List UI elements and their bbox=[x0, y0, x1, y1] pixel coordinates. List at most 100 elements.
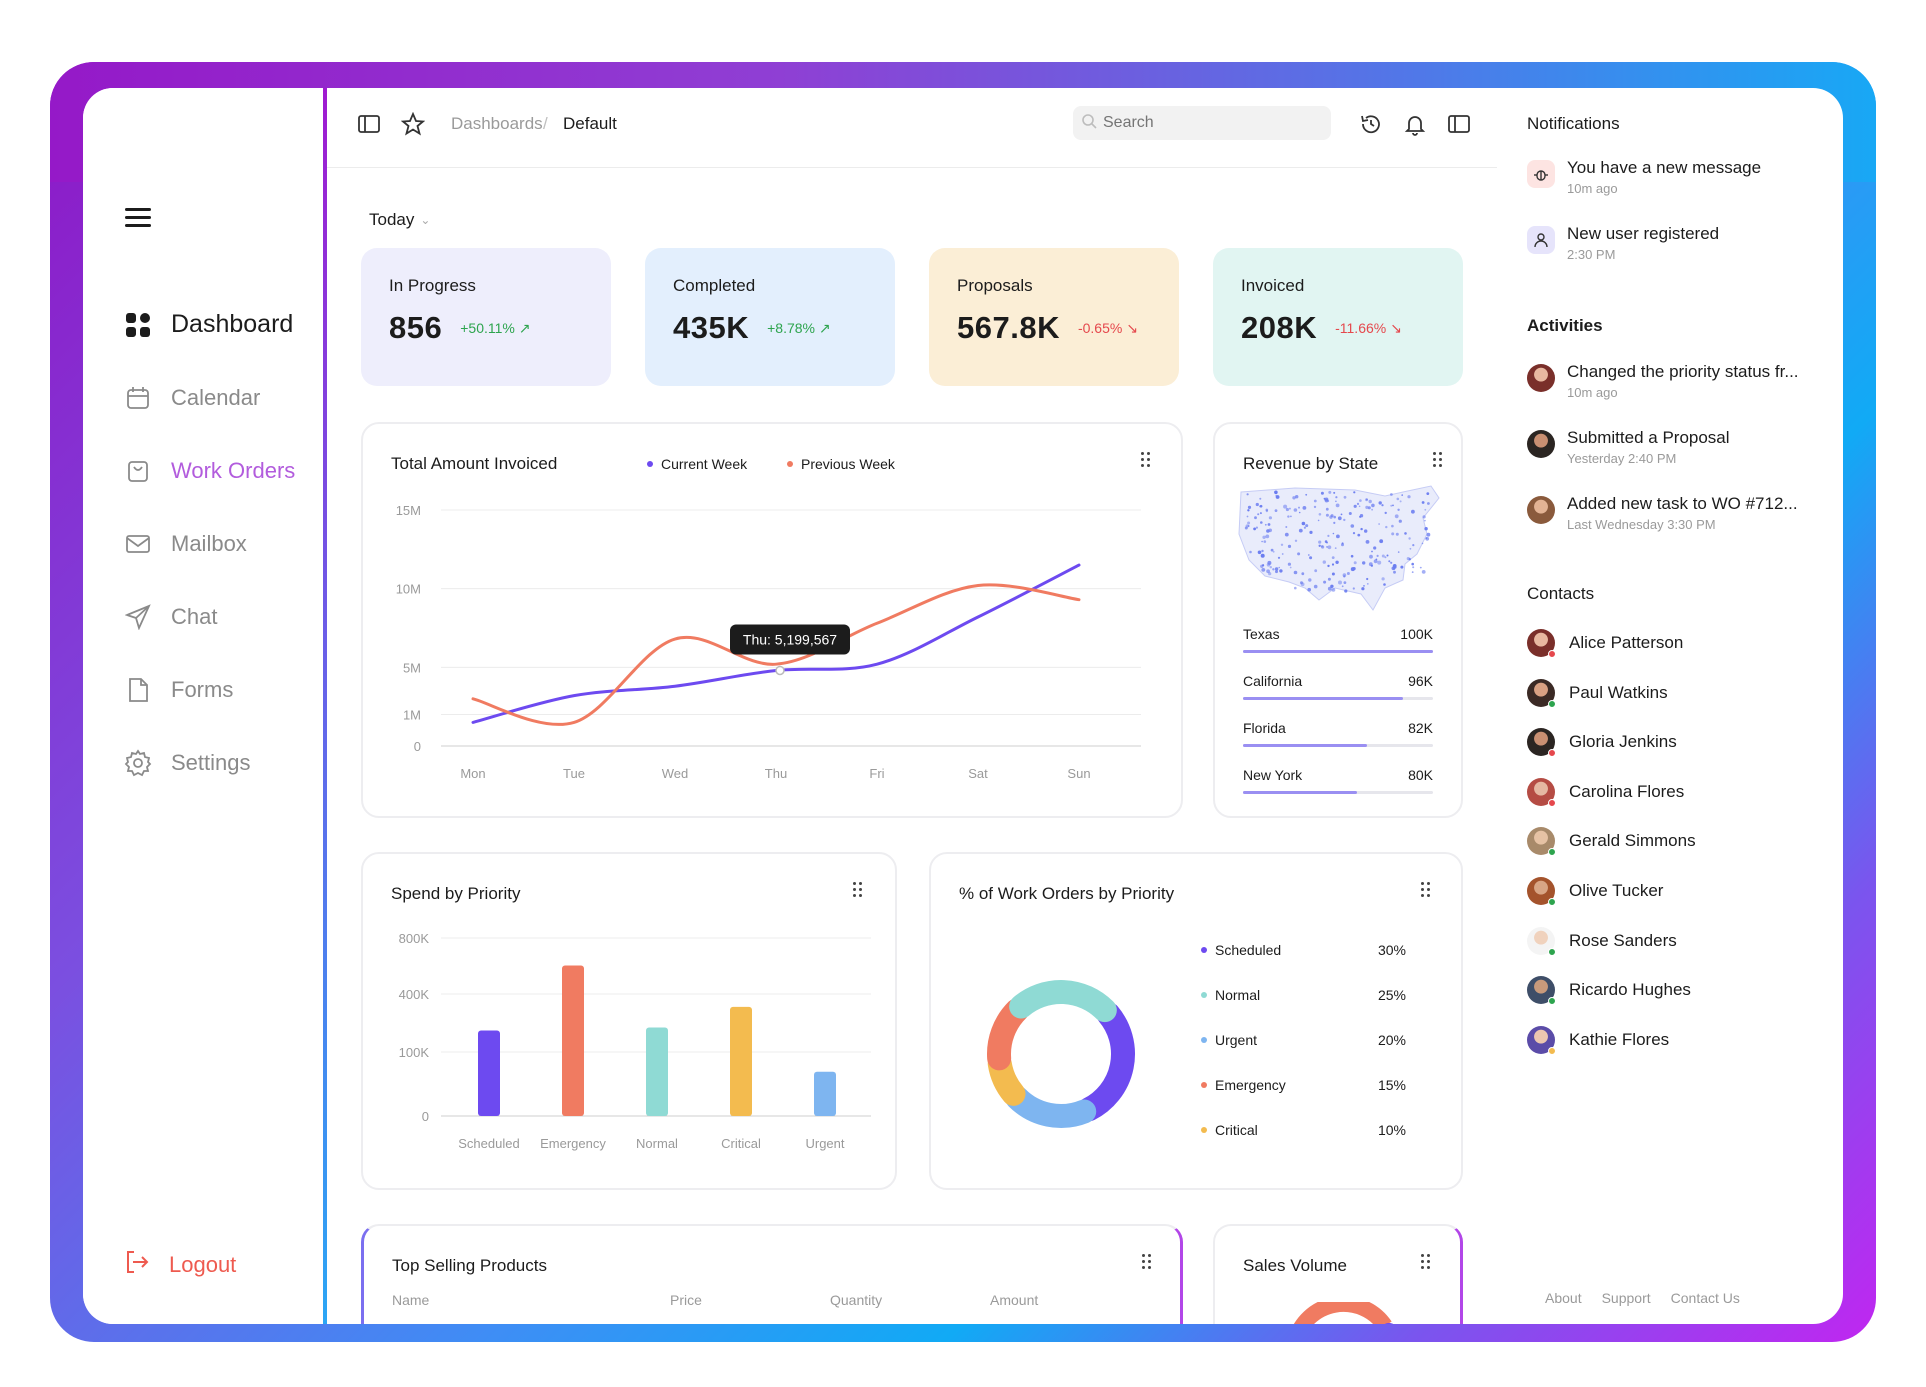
contact-item[interactable]: Carolina Flores bbox=[1527, 777, 1827, 807]
legend-previous-week[interactable]: Previous Week bbox=[787, 456, 895, 472]
sidebar-item-chat[interactable]: Chat bbox=[123, 580, 295, 653]
star-icon[interactable] bbox=[400, 111, 427, 138]
map-dot bbox=[1359, 499, 1362, 502]
map-dot bbox=[1343, 575, 1346, 578]
donut-legend-urgent[interactable]: Urgent 20% bbox=[1201, 1032, 1406, 1052]
search-input[interactable] bbox=[1103, 114, 1303, 132]
history-icon[interactable] bbox=[1359, 112, 1385, 138]
map-dot bbox=[1325, 507, 1329, 511]
map-dot bbox=[1375, 558, 1378, 561]
contact-item[interactable]: Paul Watkins bbox=[1527, 678, 1827, 708]
y-tick-label: 1M bbox=[403, 708, 421, 723]
map-dot bbox=[1426, 532, 1431, 537]
map-dot bbox=[1366, 498, 1368, 501]
breadcrumb-parent[interactable]: Dashboards bbox=[451, 114, 543, 133]
avatar bbox=[1527, 877, 1556, 906]
kpi-card-proposals[interactable]: Proposals 567.8K -0.65% ↘ bbox=[929, 248, 1179, 386]
kpi-card-invoiced[interactable]: Invoiced 208K -11.66% ↘ bbox=[1213, 248, 1463, 386]
legend-label: Scheduled bbox=[1215, 942, 1282, 958]
column-header-quantity[interactable]: Quantity bbox=[830, 1292, 883, 1308]
kpi-card-completed[interactable]: Completed 435K +8.78% ↗ bbox=[645, 248, 895, 386]
footer-about-link[interactable]: About bbox=[1545, 1290, 1582, 1306]
contact-name: Paul Watkins bbox=[1569, 682, 1668, 702]
kpi-value: 435K bbox=[673, 310, 750, 345]
work-orders-icon bbox=[123, 456, 153, 486]
status-dot bbox=[1548, 947, 1556, 956]
map-dot bbox=[1287, 544, 1292, 548]
sidebar-item-settings[interactable]: Settings bbox=[123, 726, 295, 799]
state-value: 96K bbox=[1408, 673, 1433, 689]
footer-support-link[interactable]: Support bbox=[1601, 1290, 1651, 1306]
column-header-name[interactable]: Name bbox=[392, 1292, 430, 1308]
sidebar-item-mailbox[interactable]: Mailbox bbox=[123, 507, 295, 580]
panel-toggle-icon[interactable] bbox=[1447, 112, 1473, 138]
column-header-price[interactable]: Price bbox=[670, 1292, 702, 1308]
avatar bbox=[1527, 728, 1556, 758]
search-box[interactable] bbox=[1073, 106, 1331, 140]
legend-current-week[interactable]: Current Week bbox=[647, 456, 747, 472]
sidebar-item-dashboard[interactable]: Dashboard bbox=[123, 288, 295, 361]
more-options-icon[interactable] bbox=[853, 882, 865, 900]
map-dot bbox=[1294, 586, 1297, 590]
map-dot bbox=[1407, 495, 1411, 499]
sidebar-nav: Dashboard Calendar Work Orders Mailbox bbox=[123, 288, 295, 799]
donut-legend-normal[interactable]: Normal 25% bbox=[1201, 987, 1406, 1007]
status-dot bbox=[1548, 798, 1556, 807]
map-dot bbox=[1368, 562, 1373, 567]
donut-legend-scheduled[interactable]: Scheduled 30% bbox=[1201, 942, 1406, 962]
donut-legend-critical[interactable]: Critical 10% bbox=[1201, 1122, 1406, 1142]
notifications-title: Notifications bbox=[1527, 114, 1620, 133]
sidebar-item-forms[interactable]: Forms bbox=[123, 653, 295, 726]
state-name: New York bbox=[1243, 767, 1303, 783]
contact-item[interactable]: Ricardo Hughes bbox=[1527, 975, 1827, 1006]
x-tick-label: Critical bbox=[721, 1136, 761, 1151]
state-name: Florida bbox=[1243, 720, 1286, 736]
map-dot bbox=[1267, 560, 1272, 565]
map-dot bbox=[1261, 568, 1266, 572]
contact-name: Ricardo Hughes bbox=[1569, 980, 1691, 1000]
column-header-amount[interactable]: Amount bbox=[990, 1292, 1039, 1308]
more-options-icon[interactable] bbox=[1142, 1254, 1154, 1272]
hamburger-menu-icon[interactable] bbox=[125, 208, 151, 230]
more-options-icon[interactable] bbox=[1421, 882, 1433, 900]
kpi-card-in-progress[interactable]: In Progress 856 +50.11% ↗ bbox=[361, 248, 611, 386]
map-dot bbox=[1385, 525, 1388, 529]
spend-by-priority-card: Spend by Priority 800K 400K 100K 0 Scheduled… bbox=[361, 852, 897, 1190]
x-tick-label: Normal bbox=[636, 1136, 678, 1151]
contact-item[interactable]: Olive Tucker bbox=[1527, 876, 1827, 906]
more-options-icon[interactable] bbox=[1421, 1254, 1433, 1272]
contact-item[interactable]: Gerald Simmons bbox=[1527, 826, 1827, 857]
legend-label: Emergency bbox=[1215, 1077, 1286, 1093]
contact-item[interactable]: Kathie Flores bbox=[1527, 1025, 1827, 1055]
revenue-by-state-card: Revenue by State Texas 100K California 9… bbox=[1213, 422, 1463, 818]
more-options-icon[interactable] bbox=[1141, 452, 1153, 470]
x-tick-label: Scheduled bbox=[458, 1136, 519, 1151]
map-dot bbox=[1365, 540, 1370, 544]
map-dot bbox=[1340, 513, 1343, 516]
map-dot bbox=[1426, 492, 1430, 495]
map-dot bbox=[1275, 494, 1278, 497]
more-options-icon[interactable] bbox=[1433, 452, 1445, 470]
donut-legend-emergency[interactable]: Emergency 15% bbox=[1201, 1077, 1406, 1097]
sidebar-toggle-icon[interactable] bbox=[357, 112, 383, 138]
map-dot bbox=[1360, 527, 1363, 531]
breadcrumb-separator: / bbox=[543, 114, 548, 133]
sidebar-item-work-orders[interactable]: Work Orders bbox=[123, 434, 295, 507]
map-dot bbox=[1392, 504, 1394, 507]
period-filter[interactable]: Today ⌄ bbox=[369, 210, 430, 230]
map-dot bbox=[1353, 561, 1357, 565]
bell-icon[interactable] bbox=[1403, 112, 1429, 138]
contact-item[interactable]: Gloria Jenkins bbox=[1527, 727, 1827, 758]
map-dot bbox=[1285, 507, 1289, 512]
sales-volume-chart bbox=[1293, 1302, 1394, 1324]
map-dot bbox=[1346, 572, 1350, 575]
contact-item[interactable]: Rose Sanders bbox=[1527, 926, 1827, 956]
map-dot bbox=[1350, 524, 1355, 528]
donut-slice bbox=[1077, 1002, 1135, 1122]
contact-item[interactable]: Alice Patterson bbox=[1527, 628, 1827, 658]
logout-button[interactable]: Logout bbox=[123, 1248, 236, 1281]
mail-icon bbox=[123, 529, 153, 559]
footer-contact-link[interactable]: Contact Us bbox=[1670, 1290, 1740, 1306]
status-dot bbox=[1548, 848, 1556, 857]
sidebar-item-calendar[interactable]: Calendar bbox=[123, 361, 295, 434]
